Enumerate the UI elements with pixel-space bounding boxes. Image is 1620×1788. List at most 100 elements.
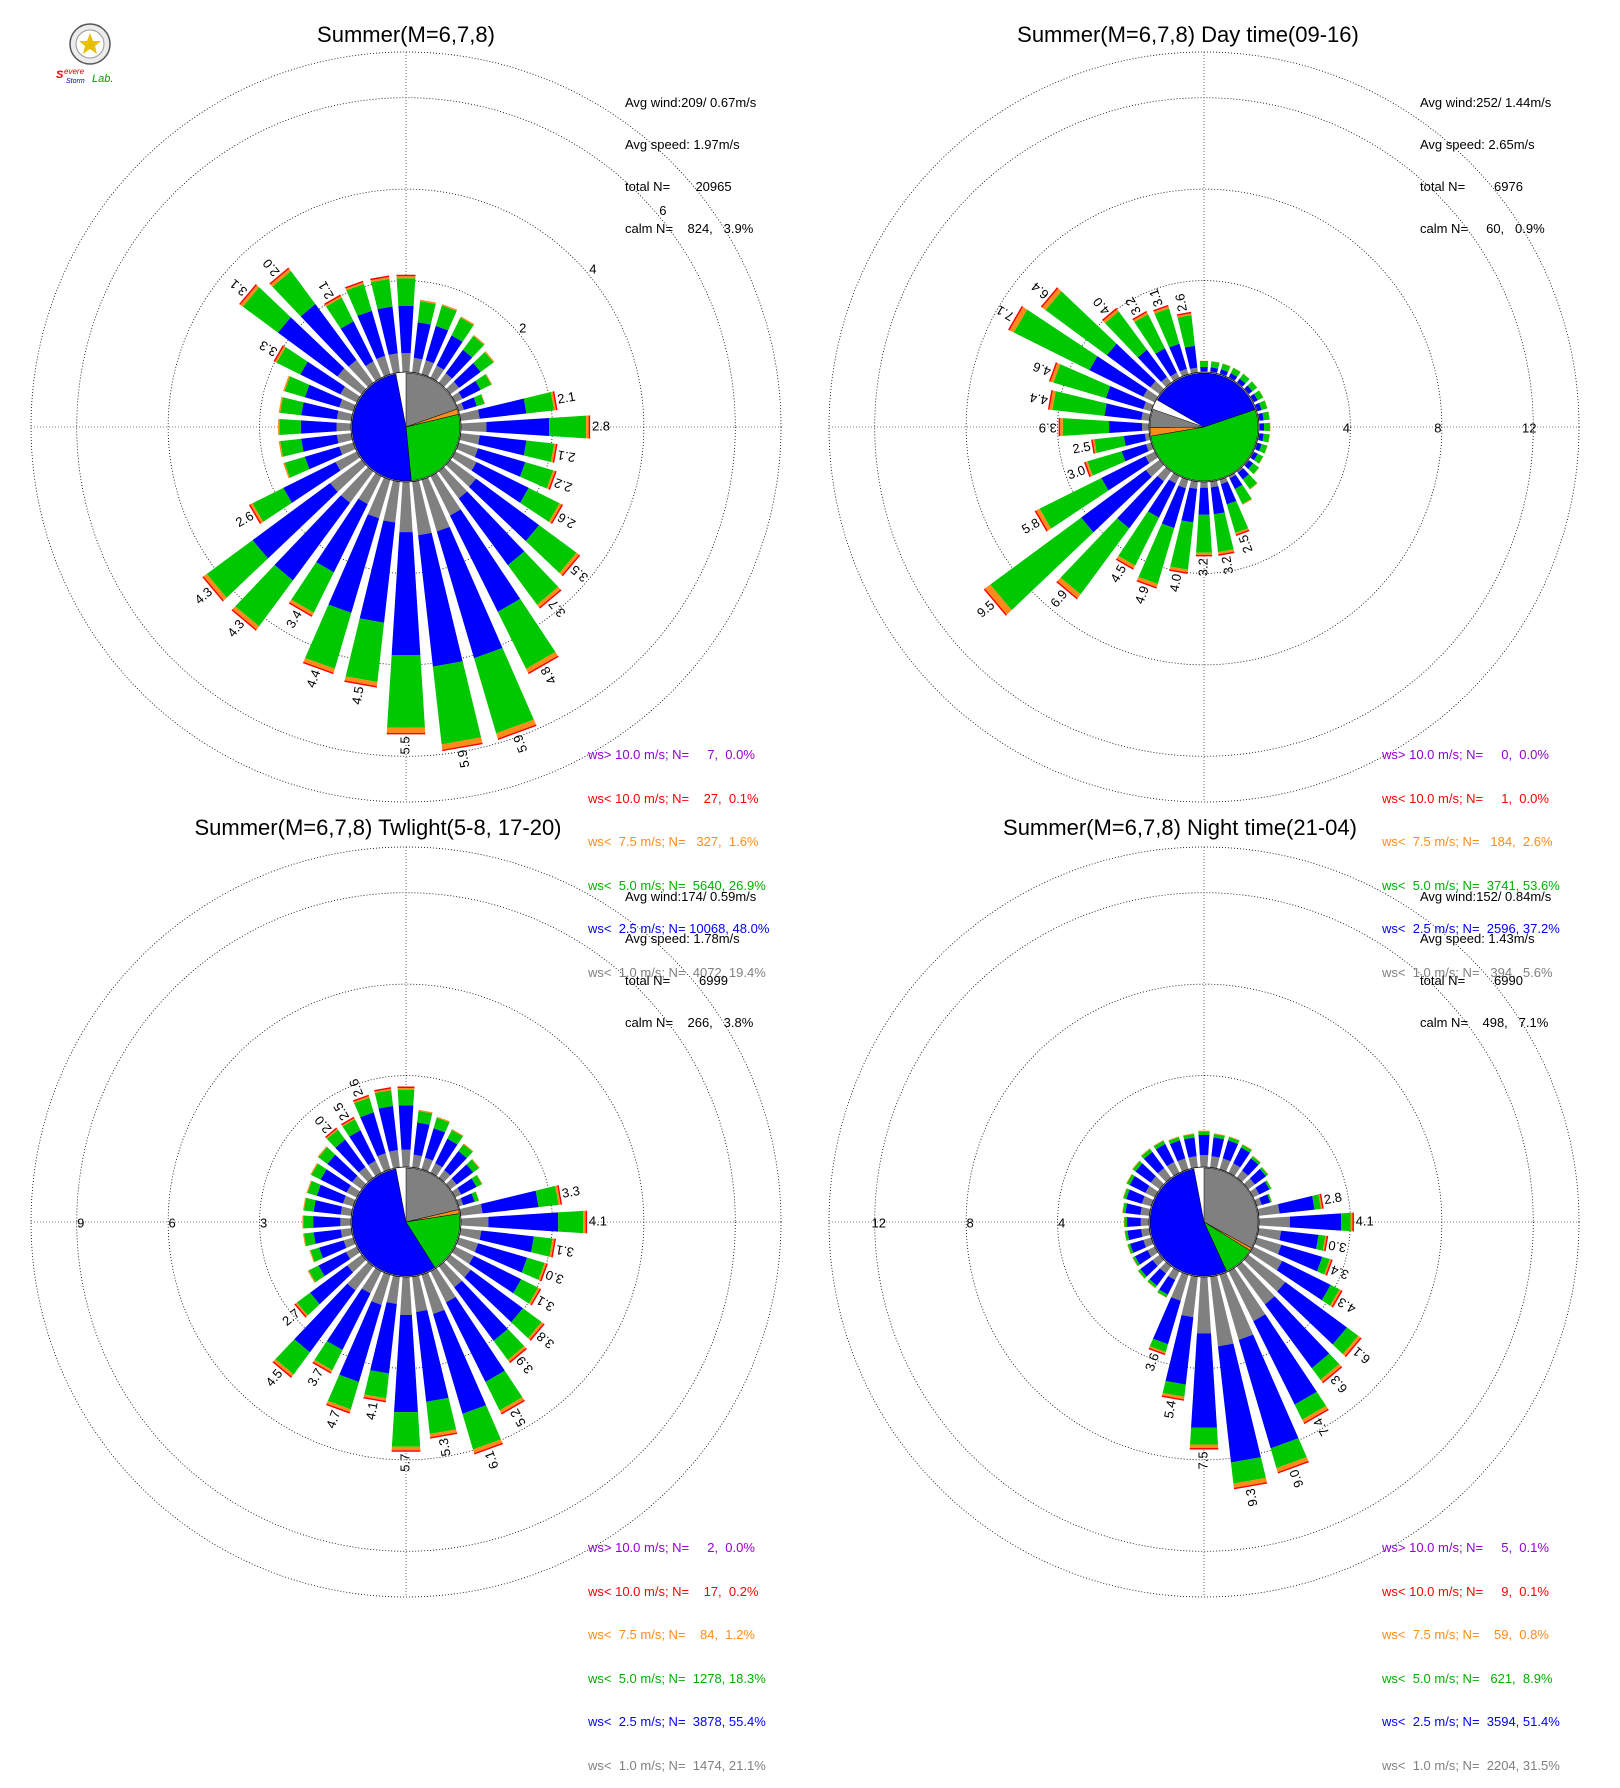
panel-1-title: Summer(M=6,7,8)	[317, 22, 495, 48]
wind-bar-segment	[1290, 1213, 1341, 1230]
wind-bar-segment	[280, 439, 303, 457]
wind-bar-segment	[341, 1207, 353, 1216]
direction-label: 3.0	[1065, 462, 1087, 482]
wind-bar-tip	[1196, 555, 1212, 556]
wind-bar-segment	[1200, 1155, 1208, 1167]
direction-label: 7.4	[1310, 1415, 1332, 1438]
wind-bar-segment	[364, 1370, 389, 1398]
wind-bar-tip	[387, 733, 426, 734]
wind-bar-segment	[1211, 486, 1225, 514]
direction-label: 7.5	[1195, 1451, 1210, 1469]
wind-bar-segment	[1124, 1217, 1125, 1227]
calm-n: calm N= 498, 7.1%	[1420, 1016, 1551, 1030]
wind-bar-segment	[1178, 315, 1195, 347]
calm-n: calm N= 266, 3.8%	[625, 1016, 756, 1030]
wind-bar-segment	[426, 1398, 456, 1434]
wind-bar-tip	[392, 1450, 421, 1451]
direction-label: 2.5	[1071, 439, 1091, 457]
wind-bar-segment	[1127, 1229, 1142, 1240]
direction-label: 2.8	[592, 418, 610, 433]
calm-n: calm N= 60, 0.9%	[1420, 222, 1551, 236]
direction-label: 3.6	[1142, 1351, 1162, 1373]
direction-label: 4.8	[537, 664, 559, 687]
wind-bar-segment	[1125, 1203, 1141, 1214]
direction-label: 4.7	[323, 1408, 343, 1430]
ring-label: 4	[1058, 1215, 1065, 1230]
wind-bar-segment	[339, 443, 355, 455]
wind-bar-segment	[486, 418, 549, 436]
legend-lt7-5: ws< 7.5 m/s; N= 327, 1.6%	[588, 835, 769, 850]
wind-bar-segment	[389, 353, 400, 373]
direction-label: 3.2	[1195, 558, 1210, 576]
wind-bar-segment	[1198, 488, 1209, 515]
wind-bar-segment	[418, 301, 436, 324]
legend-gt10: ws> 10.0 m/s; N= 7, 0.0%	[588, 748, 769, 763]
legend-lt5: ws< 5.0 m/s; N= 621, 8.9%	[1382, 1672, 1560, 1687]
ring-label: 4	[589, 262, 596, 277]
wind-bar-segment	[1142, 423, 1149, 431]
wind-bar-segment	[398, 306, 413, 353]
wind-bar-segment	[459, 1204, 482, 1216]
direction-label: 5.3	[436, 1437, 454, 1457]
direction-label: 4.6	[1031, 359, 1053, 379]
direction-label: 3.3	[561, 1183, 581, 1201]
direction-label: 2.2	[552, 475, 574, 495]
wind-bar-segment	[459, 1228, 481, 1240]
wind-bar-segment	[399, 482, 412, 532]
total-n: total N= 6976	[1420, 180, 1551, 194]
direction-label: 2.1	[556, 447, 576, 465]
wind-bar-segment	[461, 422, 487, 432]
wind-bar-segment	[303, 1216, 313, 1229]
direction-label: 2.5	[1235, 533, 1255, 555]
direction-label: 5.7	[397, 1454, 412, 1472]
direction-label: 5.9	[510, 733, 530, 755]
wind-bar-segment	[280, 419, 301, 435]
wind-bar-segment	[397, 278, 416, 306]
wind-bar-segment	[1124, 434, 1146, 446]
wind-bar-segment	[433, 661, 481, 744]
svg-text:evere: evere	[64, 67, 85, 76]
wind-bar-segment	[392, 1412, 420, 1447]
calm-n: calm N= 824, 3.9%	[625, 222, 756, 236]
wind-bar-segment	[531, 1236, 553, 1256]
direction-label: 9.0	[1286, 1468, 1306, 1490]
wind-bar-segment	[341, 1228, 353, 1237]
wind-bar-segment	[375, 1090, 393, 1108]
svg-text:Lab.: Lab.	[92, 73, 113, 85]
avg-wind: Avg wind:174/ 0.59m/s	[625, 890, 756, 904]
wind-bar-segment	[459, 410, 479, 421]
wind-bar-segment	[392, 532, 421, 655]
wind-bar-segment	[394, 1315, 418, 1412]
direction-label: 5.9	[454, 749, 472, 769]
wind-bar-segment	[392, 1447, 421, 1450]
total-n: total N= 6990	[1420, 974, 1551, 988]
wind-bar-segment	[1211, 1137, 1224, 1157]
direction-label: 3.0	[543, 1267, 565, 1287]
wind-bar-segment	[302, 1215, 303, 1228]
wind-bar-segment	[524, 441, 554, 463]
panel-3-stats: Avg wind:174/ 0.59m/s Avg speed: 1.78m/s…	[625, 862, 756, 1044]
legend-lt7-5: ws< 7.5 m/s; N= 84, 1.2%	[588, 1628, 766, 1643]
avg-speed: Avg speed: 1.78m/s	[625, 932, 756, 946]
legend-lt1: ws< 1.0 m/s; N= 1474, 21.1%	[588, 1759, 766, 1774]
wind-bar-segment	[339, 399, 355, 411]
wind-bar-segment	[1126, 1190, 1144, 1204]
avg-speed: Avg speed: 1.97m/s	[625, 138, 756, 152]
wind-bar-segment	[1197, 1277, 1211, 1333]
wind-bar-segment	[488, 1212, 558, 1231]
wind-bar-segment	[337, 423, 352, 432]
total-n: total N= 20965	[625, 180, 756, 194]
direction-label: 4.4	[303, 668, 323, 690]
direction-label: 2.1	[556, 389, 576, 407]
total-n: total N= 6999	[625, 974, 756, 988]
direction-label: 3.4	[283, 608, 305, 631]
wind-bar-segment	[422, 360, 434, 376]
direction-label: 4.1	[589, 1213, 607, 1228]
wind-bar-segment	[1127, 1217, 1141, 1227]
wind-bar-segment	[1198, 1131, 1209, 1135]
direction-label: 3.9	[1039, 421, 1057, 436]
panel-1-stats: Avg wind:209/ 0.67m/s Avg speed: 1.97m/s…	[625, 68, 756, 250]
wind-bar-segment	[558, 1211, 583, 1233]
wind-bar-segment	[278, 419, 279, 435]
wind-bar-segment	[1259, 1217, 1290, 1228]
